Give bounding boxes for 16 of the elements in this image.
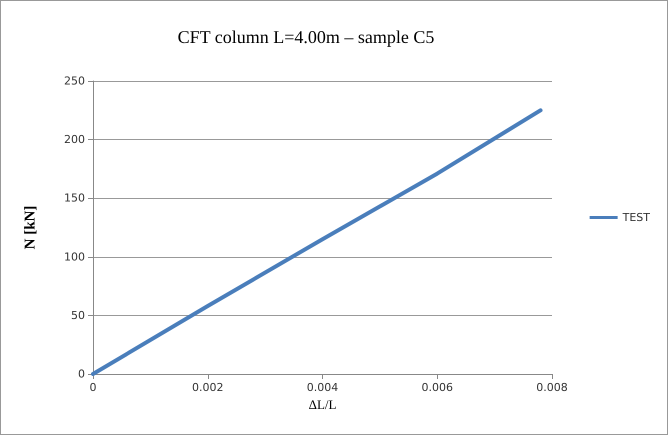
y-tick-label: 150	[64, 192, 85, 205]
y-tick-label: 100	[64, 250, 85, 264]
x-tick-label: 0	[90, 381, 96, 394]
line-series	[91, 108, 543, 376]
x-tick-label: 0.004	[306, 381, 338, 394]
x-tick-label: 0.006	[422, 381, 453, 394]
y-tick-label: 200	[64, 133, 85, 146]
x-axis-title: ΔL/L	[308, 396, 336, 412]
y-axis-title: N [kN]	[22, 206, 38, 250]
x-tick-label: 0.002	[192, 381, 224, 394]
chart-title: CFT column L=4.00m – sample C5	[178, 27, 434, 47]
y-tick-label: 50	[71, 308, 85, 322]
y-tick-label: 250	[64, 74, 85, 88]
legend-label: TEST	[622, 211, 650, 224]
y-tick-label: 0	[78, 368, 85, 380]
x-tick-label: 0.008	[536, 381, 568, 394]
